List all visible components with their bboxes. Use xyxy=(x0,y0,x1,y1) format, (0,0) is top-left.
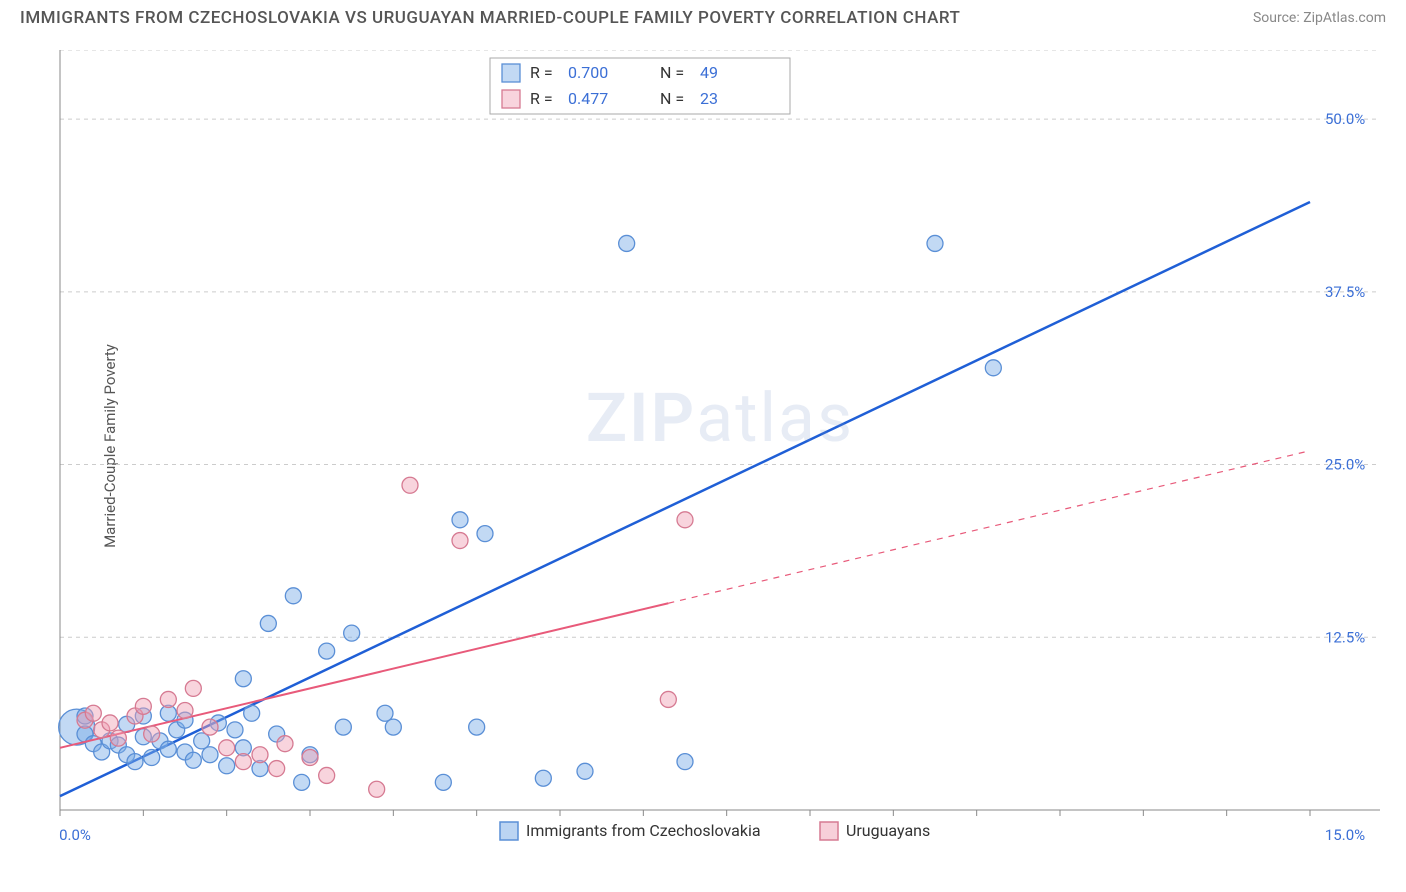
svg-text:0.700: 0.700 xyxy=(568,63,608,82)
chart-area: 12.5% 25.0% 37.5% 50.0% 0.0% 15.0% R = 0.700 N =… xyxy=(50,50,1390,850)
svg-text:15.0%: 15.0% xyxy=(1325,826,1365,844)
scatter-chart: 12.5% 25.0% 37.5% 50.0% 0.0% 15.0% R = 0.700 N =… xyxy=(50,50,1390,850)
chart-title: IMMIGRANTS FROM CZECHOSLOVAKIA VS URUGUA… xyxy=(20,8,960,28)
svg-text:R =: R = xyxy=(530,63,553,82)
chart-source: Source: ZipAtlas.com xyxy=(1253,10,1386,26)
svg-text:N =: N = xyxy=(660,63,684,82)
svg-text:23: 23 xyxy=(700,89,718,108)
svg-text:25.0%: 25.0% xyxy=(1325,456,1365,474)
svg-text:N =: N = xyxy=(660,89,684,108)
svg-text:50.0%: 50.0% xyxy=(1325,110,1365,128)
svg-text:Immigrants from Czechoslovakia: Immigrants from Czechoslovakia xyxy=(526,821,761,840)
svg-text:12.5%: 12.5% xyxy=(1325,628,1365,646)
svg-text:37.5%: 37.5% xyxy=(1325,283,1365,301)
svg-text:49: 49 xyxy=(700,63,718,82)
svg-text:0.0%: 0.0% xyxy=(59,826,91,844)
svg-text:0.477: 0.477 xyxy=(568,89,608,108)
svg-text:R =: R = xyxy=(530,89,553,108)
svg-text:Uruguayans: Uruguayans xyxy=(846,821,930,840)
